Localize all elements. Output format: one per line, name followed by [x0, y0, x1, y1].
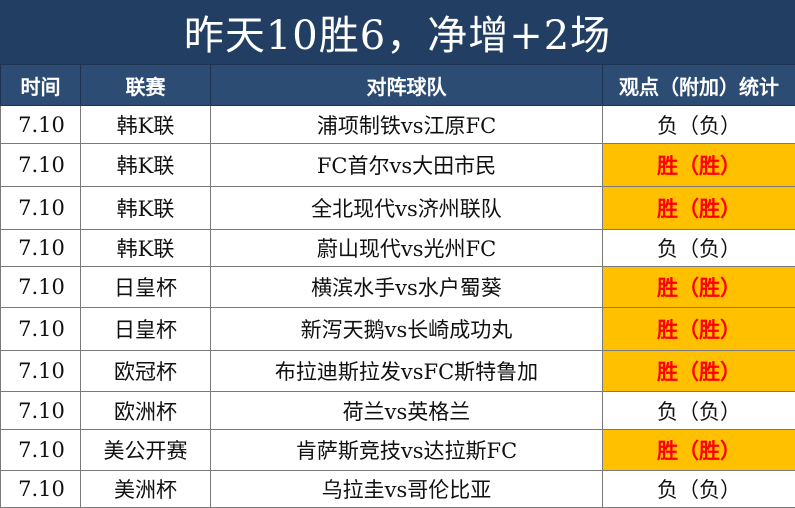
- cell-match: 布拉迪斯拉发vsFC斯特鲁加: [211, 351, 603, 392]
- cell-match: 横滨水手vs水户蜀葵: [211, 267, 603, 308]
- cell-result: 胜（胜）: [603, 430, 795, 471]
- table-header-row: 时间 联赛 对阵球队 观点（附加）统计: [1, 65, 795, 106]
- cell-result: 胜（胜）: [603, 187, 795, 230]
- cell-match: 新泻天鹅vs长崎成功丸: [211, 308, 603, 351]
- cell-match: 肯萨斯竞技vs达拉斯FC: [211, 430, 603, 471]
- cell-result: 胜（胜）: [603, 144, 795, 187]
- cell-result: 胜（胜）: [603, 351, 795, 392]
- cell-time: 7.10: [1, 144, 81, 187]
- cell-match: 浦项制铁vs江原FC: [211, 106, 603, 144]
- cell-league: 韩K联: [81, 230, 211, 267]
- column-header-stat: 观点（附加）统计: [603, 65, 795, 106]
- cell-result: 负（负）: [603, 230, 795, 267]
- cell-match: 乌拉圭vs哥伦比亚: [211, 471, 603, 508]
- cell-time: 7.10: [1, 430, 81, 471]
- cell-league: 日皇杯: [81, 267, 211, 308]
- cell-result: 负（负）: [603, 106, 795, 144]
- cell-league: 日皇杯: [81, 308, 211, 351]
- cell-match: 蔚山现代vs光州FC: [211, 230, 603, 267]
- cell-time: 7.10: [1, 351, 81, 392]
- cell-time: 7.10: [1, 392, 81, 430]
- column-header-time: 时间: [1, 65, 81, 106]
- cell-time: 7.10: [1, 230, 81, 267]
- cell-time: 7.10: [1, 308, 81, 351]
- cell-time: 7.10: [1, 187, 81, 230]
- cell-time: 7.10: [1, 267, 81, 308]
- cell-league: 欧冠杯: [81, 351, 211, 392]
- cell-league: 欧洲杯: [81, 392, 211, 430]
- page-title: 昨天10胜6，净增+2场: [0, 0, 795, 65]
- cell-result: 胜（胜）: [603, 308, 795, 351]
- cell-match: 全北现代vs济州联队: [211, 187, 603, 230]
- cell-match: 荷兰vs英格兰: [211, 392, 603, 430]
- cell-match: FC首尔vs大田市民: [211, 144, 603, 187]
- cell-league: 韩K联: [81, 106, 211, 144]
- cell-league: 韩K联: [81, 187, 211, 230]
- cell-league: 美洲杯: [81, 471, 211, 508]
- cell-time: 7.10: [1, 471, 81, 508]
- cell-result: 负（负）: [603, 471, 795, 508]
- column-header-match: 对阵球队: [211, 65, 603, 106]
- cell-result: 胜（胜）: [603, 267, 795, 308]
- cell-league: 美公开赛: [81, 430, 211, 471]
- cell-result: 负（负）: [603, 392, 795, 430]
- cell-league: 韩K联: [81, 144, 211, 187]
- column-header-league: 联赛: [81, 65, 211, 106]
- cell-time: 7.10: [1, 106, 81, 144]
